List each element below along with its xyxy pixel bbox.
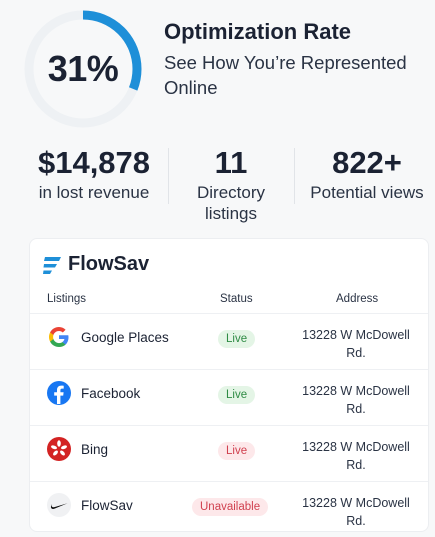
listing-name: Facebook <box>81 386 141 401</box>
stats-row: $14,878 in lost revenue 11 Directory lis… <box>0 146 435 228</box>
header-divider <box>30 313 428 314</box>
row-divider <box>30 481 428 482</box>
stat-value: 822+ <box>332 145 402 180</box>
table-row[interactable]: FlowSav Unavailable 13228 W McDowell Rd. <box>30 482 428 537</box>
google-icon <box>49 327 69 347</box>
stat-potential-views: 822+ Potential views <box>302 146 432 203</box>
row-divider <box>30 369 428 370</box>
listing-name: Bing <box>81 442 109 457</box>
row-divider <box>30 425 428 426</box>
stat-label: in lost revenue <box>38 183 150 202</box>
stat-label: Potential views <box>310 183 424 202</box>
stat-lost-revenue: $14,878 in lost revenue <box>26 146 162 203</box>
column-header-status: Status <box>220 293 253 305</box>
stat-divider <box>294 148 295 204</box>
stat-directory-listings: 11 Directory listings <box>176 146 286 224</box>
stat-value: $14,878 <box>37 145 151 180</box>
table-row[interactable]: Google Places Live 13228 W McDowell Rd. <box>30 314 428 369</box>
table-row[interactable]: Facebook Live 13228 W McDowell Rd. <box>30 370 428 425</box>
brand-header: FlowSav <box>42 253 149 276</box>
yelp-icon <box>47 437 71 461</box>
brand-name: FlowSav <box>68 253 150 275</box>
optimization-gauge: 31% <box>22 8 144 130</box>
listing-address: 13228 W McDowell Rd. <box>302 496 410 528</box>
listings-card: FlowSav Listings Status Address Google P… <box>29 238 429 532</box>
status-badge: Live <box>218 442 256 460</box>
page-title: Optimization Rate <box>164 19 352 44</box>
column-header-listings: Listings <box>47 293 86 305</box>
status-badge: Live <box>218 386 256 404</box>
listing-address: 13228 W McDowell Rd. <box>302 440 410 472</box>
flowsav-logo-icon <box>43 256 61 274</box>
listing-address: 13228 W McDowell Rd. <box>302 384 410 416</box>
listing-name: Google Places <box>81 330 169 345</box>
status-badge: Unavailable <box>192 498 269 516</box>
table-row[interactable]: Bing Live 13228 W McDowell Rd. <box>30 426 428 481</box>
listing-name: FlowSav <box>81 498 133 513</box>
stat-divider <box>168 148 169 204</box>
gauge-value: 31% <box>47 48 119 89</box>
stat-label: Directory listings <box>196 183 265 223</box>
page-subtitle: See How You’re Represented Online <box>164 52 407 98</box>
column-header-address: Address <box>336 293 379 305</box>
status-badge: Live <box>218 330 256 348</box>
gauge-fill <box>24 10 142 128</box>
facebook-icon <box>47 381 71 405</box>
listing-address: 13228 W McDowell Rd. <box>302 328 410 360</box>
stat-value: 11 <box>214 145 248 180</box>
gauge-ring <box>24 10 142 128</box>
nike-swoosh-icon <box>47 493 71 517</box>
